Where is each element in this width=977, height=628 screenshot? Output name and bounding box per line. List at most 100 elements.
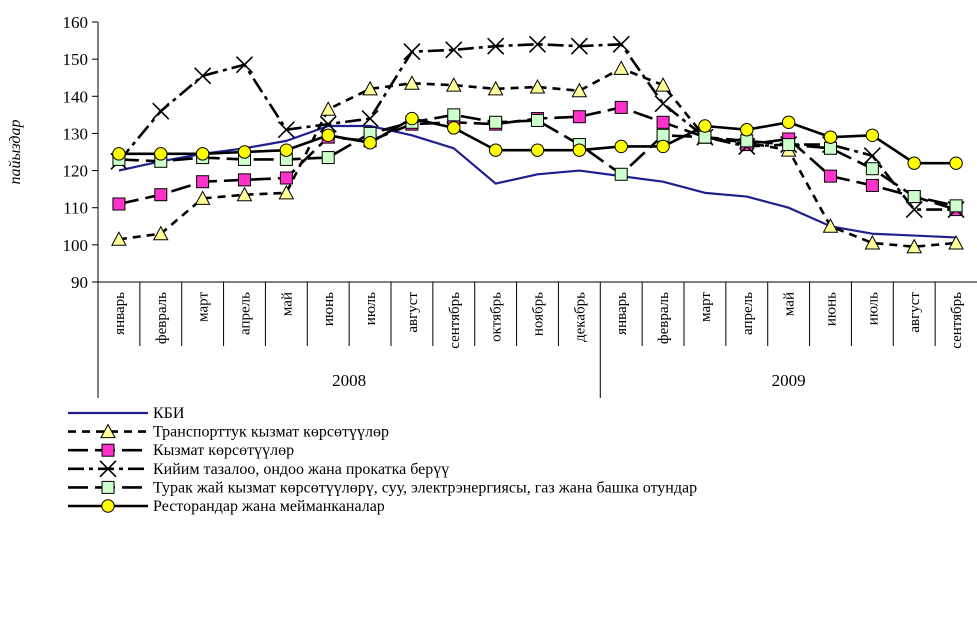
data-point bbox=[277, 121, 295, 139]
legend-marker bbox=[100, 423, 116, 439]
data-point bbox=[238, 173, 251, 187]
x-tick-label: март bbox=[698, 292, 714, 322]
x-tick-label: ноябрь bbox=[531, 292, 547, 336]
series-4 bbox=[110, 35, 965, 219]
x-tick-label: май bbox=[782, 292, 798, 316]
data-point bbox=[655, 77, 671, 92]
data-point bbox=[361, 110, 379, 128]
data-point bbox=[613, 60, 630, 75]
data-point bbox=[614, 100, 628, 114]
series-line bbox=[118, 113, 957, 208]
legend-item: Кийим тазалоо, ондоо жана прокатка берүү bbox=[68, 460, 449, 478]
legend-label: Турак жай кызмат көрсөтүүлөрү, суу, элек… bbox=[153, 479, 697, 496]
data-point bbox=[571, 82, 588, 98]
legend-marker bbox=[101, 499, 115, 513]
data-point bbox=[405, 111, 419, 126]
data-point bbox=[865, 162, 879, 176]
data-point bbox=[865, 128, 880, 142]
legend-item: КБИ bbox=[68, 405, 185, 422]
legend-marker bbox=[101, 443, 115, 457]
data-point bbox=[824, 141, 837, 155]
x-tick-label: сентябрь bbox=[949, 292, 965, 349]
y-tick-label: 130 bbox=[63, 124, 89, 143]
x-tick-label: январь bbox=[112, 292, 128, 335]
data-point bbox=[445, 41, 463, 59]
data-point bbox=[823, 130, 838, 144]
chart-axes: 90 100 110 120 130 140 150 160 bbox=[63, 13, 977, 398]
data-point bbox=[487, 37, 505, 55]
x-tick-label: июнь bbox=[824, 292, 840, 326]
data-point bbox=[656, 115, 670, 129]
data-point bbox=[612, 35, 630, 53]
data-point bbox=[154, 188, 168, 202]
data-point bbox=[570, 37, 588, 55]
series-1 bbox=[118, 124, 957, 239]
legend: КБИ Транспорттук кызмат көрсөтүүлөрКызмат… bbox=[68, 405, 697, 515]
data-point bbox=[572, 110, 586, 124]
data-point bbox=[112, 197, 126, 211]
x-tick-label: апрель bbox=[238, 292, 254, 335]
year-group-label: 2008 bbox=[332, 371, 366, 390]
data-point bbox=[320, 101, 337, 116]
data-point bbox=[195, 147, 210, 161]
data-point bbox=[363, 136, 377, 150]
data-point bbox=[530, 143, 545, 157]
y-tick-label: 150 bbox=[63, 50, 89, 69]
data-point bbox=[572, 143, 587, 157]
data-point bbox=[488, 143, 503, 157]
series-line bbox=[117, 42, 957, 211]
data-point bbox=[822, 218, 839, 233]
y-tick-label: 160 bbox=[63, 13, 89, 32]
data-point bbox=[404, 75, 420, 90]
y-tick-label: 120 bbox=[63, 162, 89, 181]
data-point bbox=[237, 145, 252, 159]
data-point bbox=[447, 121, 461, 135]
data-point bbox=[279, 171, 293, 185]
x-tick-label: июнь bbox=[321, 292, 337, 326]
legend-marker bbox=[99, 460, 117, 478]
x-tick-label: январь bbox=[614, 292, 630, 335]
data-point bbox=[614, 167, 628, 181]
data-point bbox=[614, 139, 628, 154]
x-tick-label: август bbox=[405, 292, 421, 333]
data-point bbox=[907, 156, 921, 170]
data-point bbox=[654, 95, 672, 113]
data-point bbox=[529, 78, 546, 94]
x-tick-label: декабрь bbox=[572, 292, 588, 342]
data-point bbox=[948, 234, 964, 250]
data-point bbox=[528, 35, 547, 53]
data-point bbox=[824, 169, 837, 183]
data-point bbox=[531, 113, 544, 127]
data-point bbox=[236, 186, 253, 202]
legend-item: Ресторандар жана мейманканалар bbox=[68, 498, 385, 515]
legend-label: Ресторандар жана мейманканалар bbox=[153, 498, 385, 515]
data-point bbox=[489, 115, 503, 129]
x-tick-label: март bbox=[196, 292, 212, 322]
series-line bbox=[118, 67, 957, 249]
data-point bbox=[403, 43, 421, 61]
legend-label: Кызмат көрсөтүүлөр bbox=[153, 442, 294, 459]
legend-marker bbox=[101, 480, 115, 494]
y-axis-label: пайыздар bbox=[7, 120, 24, 185]
series-2 bbox=[111, 60, 964, 254]
x-tick-label: июль bbox=[363, 292, 379, 325]
data-point bbox=[907, 190, 921, 204]
legend-item: Турак жай кызмат көрсөтүүлөрү, суу, элек… bbox=[68, 479, 697, 496]
data-point bbox=[864, 234, 881, 250]
data-point bbox=[278, 184, 295, 200]
data-point bbox=[906, 238, 923, 254]
data-point bbox=[235, 56, 254, 74]
x-tick-label: июль bbox=[865, 292, 881, 325]
data-point bbox=[152, 102, 170, 120]
legend-item: Транспорттук кызмат көрсөтүүлөр bbox=[68, 423, 389, 441]
data-point bbox=[863, 147, 881, 165]
data-point bbox=[656, 128, 670, 142]
data-point bbox=[321, 151, 335, 165]
x-tick-label: май bbox=[279, 292, 295, 316]
data-point bbox=[949, 156, 963, 170]
series-layer bbox=[110, 35, 965, 254]
x-axis-tick-labels: январь февраль март апрель май июнь июль август… bbox=[112, 292, 965, 390]
x-tick-label: апрель bbox=[740, 292, 756, 335]
data-point bbox=[362, 80, 378, 96]
data-point bbox=[445, 77, 462, 92]
